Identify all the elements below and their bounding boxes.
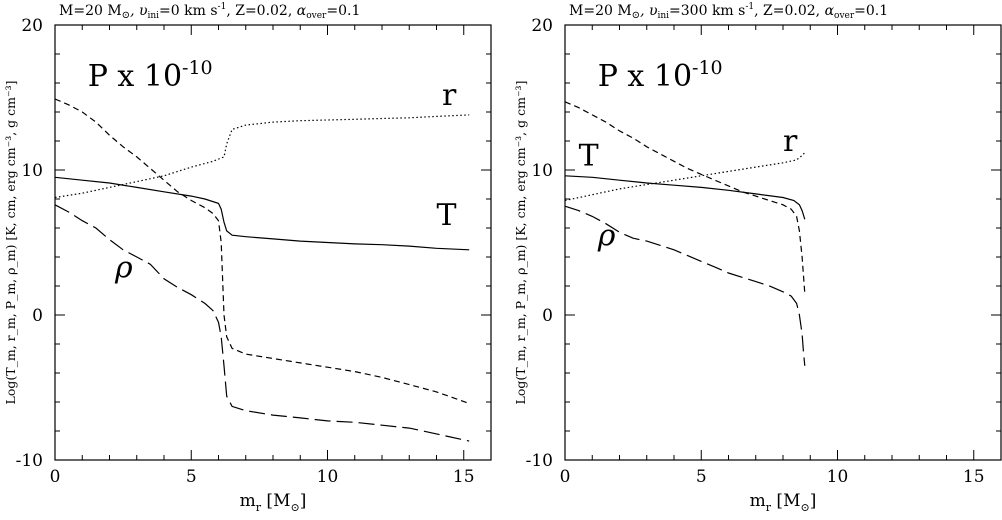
y-axis-label: Log(T_m, r_m, P_m, ρ_m) [K, cm, erg cm⁻³… [3,81,18,405]
x-tick-label: 15 [963,467,985,487]
series-line-P [54,98,470,404]
panel-left: 0 5 10 15 -10 0 10 20 M=20 M⊙, υini=0 km s-1, Z=… [3,2,492,514]
x-axis-label: mr [M⊙] [240,491,307,514]
series-line-T [564,175,806,220]
y-tick-label: 20 [531,16,553,36]
y-axis-label: Log(T_m, r_m, P_m, ρ_m) [K, cm, erg cm⁻³… [513,81,528,405]
series-annotation: T [579,139,599,174]
series-annotation: r [783,124,798,159]
series-line-P [564,101,806,294]
y-tick-label: 10 [531,161,553,181]
x-tick-label: 5 [696,467,707,487]
series-annotation: r [442,78,457,113]
y-tick-label: -10 [16,451,43,471]
x-tick-label: 5 [186,467,197,487]
chart-title: M=20 M⊙, υini=0 km s-1, Z=0.02, αover=0.… [59,2,360,21]
x-axis-label: mr [M⊙] [750,491,817,514]
x-tick-label: 10 [317,467,339,487]
series-annotation: T [437,198,457,233]
series-line-rho [54,204,470,442]
series-annotation: ρ [597,218,616,253]
series-line-r [54,114,470,199]
series-annotation: P x 10-10 [88,57,213,94]
y-tick-label: -10 [526,451,553,471]
series-line-rho [564,205,806,366]
y-tick-label: 0 [32,306,43,326]
x-tick-label: 0 [560,467,571,487]
y-tick-label: 10 [21,161,43,181]
x-tick-label: 0 [50,467,61,487]
series-annotation: ρ [114,250,133,285]
x-tick-label: 10 [827,467,849,487]
series-line-T [54,176,470,251]
series-line-r [564,152,806,202]
panel-right: 0 5 10 15 -10 0 10 20 M=20 M⊙, υini=300 km s-1, … [513,2,1002,514]
x-tick-label: 15 [453,467,475,487]
y-tick-label: 20 [21,16,43,36]
series-annotation: P x 10-10 [598,57,723,94]
y-tick-label: 0 [542,306,553,326]
chart-title: M=20 M⊙, υini=300 km s-1, Z=0.02, αover=… [569,2,888,21]
